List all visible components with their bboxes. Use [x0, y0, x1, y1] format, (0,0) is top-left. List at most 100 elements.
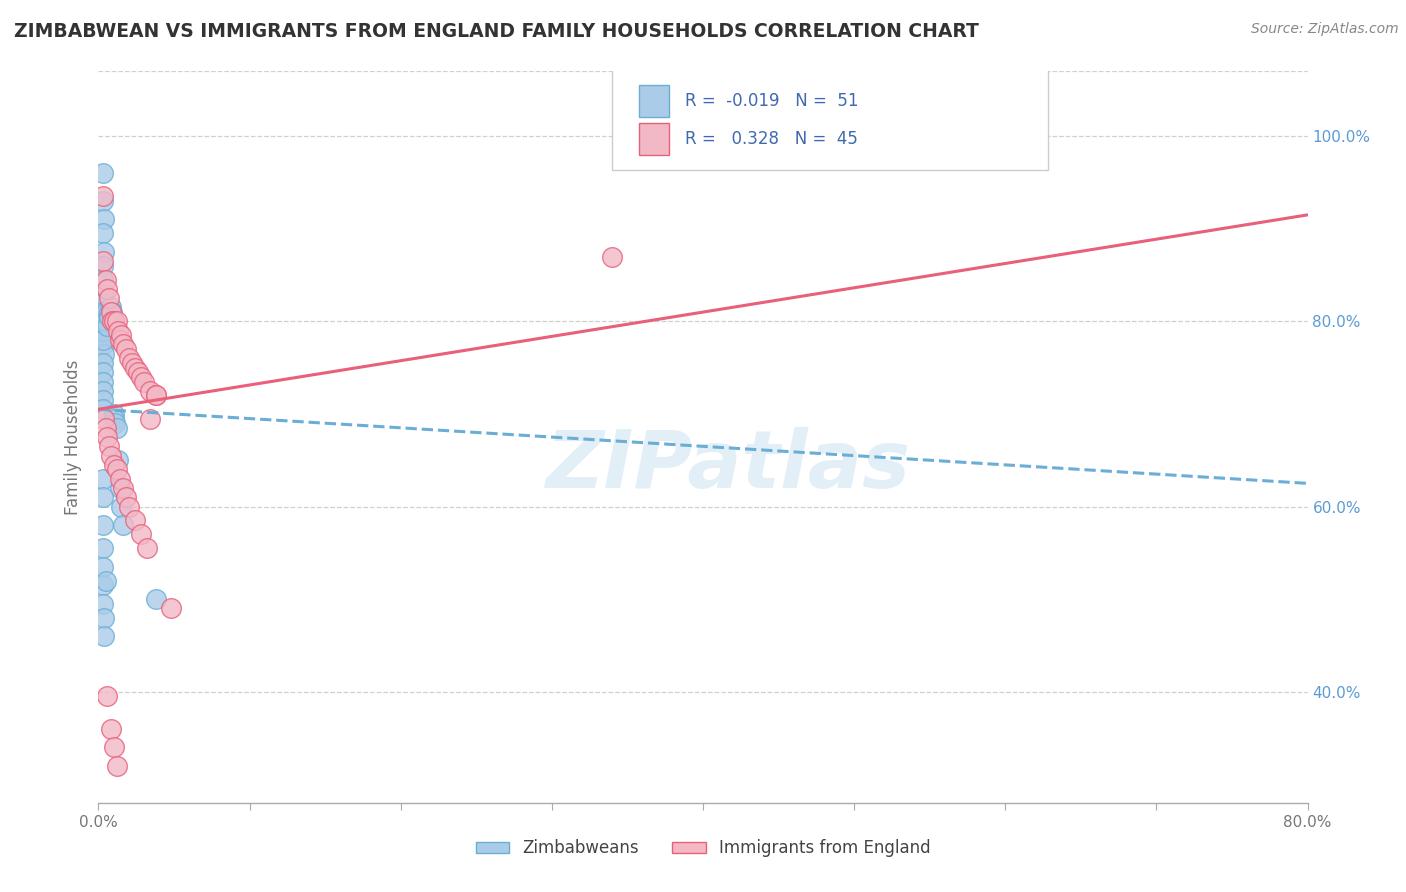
Point — [100, 449, 122, 463]
Point — [114, 342, 136, 356]
Point — [91, 321, 114, 335]
Point — [129, 527, 152, 541]
Point — [94, 305, 117, 319]
Point — [91, 324, 114, 338]
Point — [124, 360, 146, 375]
Point — [94, 421, 117, 435]
Point — [91, 189, 114, 203]
Point — [96, 318, 118, 333]
Point — [105, 462, 128, 476]
Point — [135, 541, 157, 556]
Point — [145, 388, 167, 402]
Text: Source: ZipAtlas.com: Source: ZipAtlas.com — [1251, 22, 1399, 37]
Point — [105, 758, 128, 772]
Point — [94, 314, 117, 328]
Point — [96, 690, 118, 704]
Point — [1024, 128, 1046, 142]
Point — [91, 518, 114, 533]
Point — [118, 351, 141, 366]
Point — [108, 333, 131, 347]
Point — [91, 356, 114, 370]
Point — [139, 411, 162, 425]
Point — [93, 347, 115, 361]
Point — [121, 356, 143, 370]
Point — [91, 166, 114, 180]
Point — [96, 430, 118, 444]
Point — [111, 337, 134, 351]
Point — [103, 411, 125, 425]
Point — [98, 439, 121, 453]
Point — [93, 411, 115, 425]
Point — [105, 421, 128, 435]
Point — [110, 500, 132, 514]
Point — [96, 282, 118, 296]
Point — [91, 490, 114, 504]
Point — [129, 370, 152, 384]
Point — [160, 601, 183, 615]
Point — [94, 273, 117, 287]
Point — [91, 305, 114, 319]
Point — [98, 310, 121, 324]
Point — [91, 402, 114, 417]
Point — [98, 291, 121, 305]
Point — [145, 592, 167, 607]
FancyBboxPatch shape — [638, 122, 669, 155]
Point — [100, 305, 122, 319]
Point — [101, 314, 124, 328]
Point — [94, 574, 117, 588]
Point — [91, 559, 114, 574]
Point — [103, 314, 125, 328]
Point — [93, 212, 115, 227]
Point — [118, 500, 141, 514]
Point — [104, 416, 127, 430]
Point — [93, 629, 115, 643]
Point — [91, 392, 114, 407]
Point — [100, 301, 122, 315]
Text: ZIPatlas: ZIPatlas — [544, 427, 910, 506]
Text: R =   0.328   N =  45: R = 0.328 N = 45 — [685, 130, 858, 148]
Point — [127, 365, 149, 379]
Point — [111, 518, 134, 533]
Point — [101, 305, 124, 319]
Point — [91, 328, 114, 343]
Point — [91, 472, 114, 486]
Point — [93, 337, 115, 351]
Point — [91, 286, 114, 301]
Point — [103, 314, 125, 328]
Legend: Zimbabweans, Immigrants from England: Zimbabweans, Immigrants from England — [468, 832, 938, 864]
Point — [114, 490, 136, 504]
Point — [91, 314, 114, 328]
Point — [91, 254, 114, 268]
FancyBboxPatch shape — [638, 85, 669, 118]
Point — [107, 453, 129, 467]
Point — [107, 324, 129, 338]
Text: ZIMBABWEAN VS IMMIGRANTS FROM ENGLAND FAMILY HOUSEHOLDS CORRELATION CHART: ZIMBABWEAN VS IMMIGRANTS FROM ENGLAND FA… — [14, 22, 979, 41]
FancyBboxPatch shape — [613, 68, 1047, 170]
Point — [91, 597, 114, 611]
Point — [91, 295, 114, 310]
Point — [139, 384, 162, 398]
Point — [110, 328, 132, 343]
Point — [108, 481, 131, 495]
Point — [108, 472, 131, 486]
Point — [111, 481, 134, 495]
Point — [145, 388, 167, 402]
Point — [91, 384, 114, 398]
Point — [132, 375, 155, 389]
Point — [103, 740, 125, 755]
Point — [100, 722, 122, 736]
Point — [91, 578, 114, 592]
Point — [91, 194, 114, 208]
Text: R =  -0.019   N =  51: R = -0.019 N = 51 — [685, 93, 858, 111]
Point — [602, 250, 624, 264]
Point — [91, 227, 114, 241]
Point — [91, 541, 114, 556]
Point — [105, 314, 128, 328]
Point — [91, 375, 114, 389]
Point — [93, 610, 115, 624]
Point — [91, 333, 114, 347]
Point — [93, 314, 115, 328]
Point — [124, 513, 146, 527]
Point — [98, 305, 121, 319]
Point — [103, 458, 125, 472]
